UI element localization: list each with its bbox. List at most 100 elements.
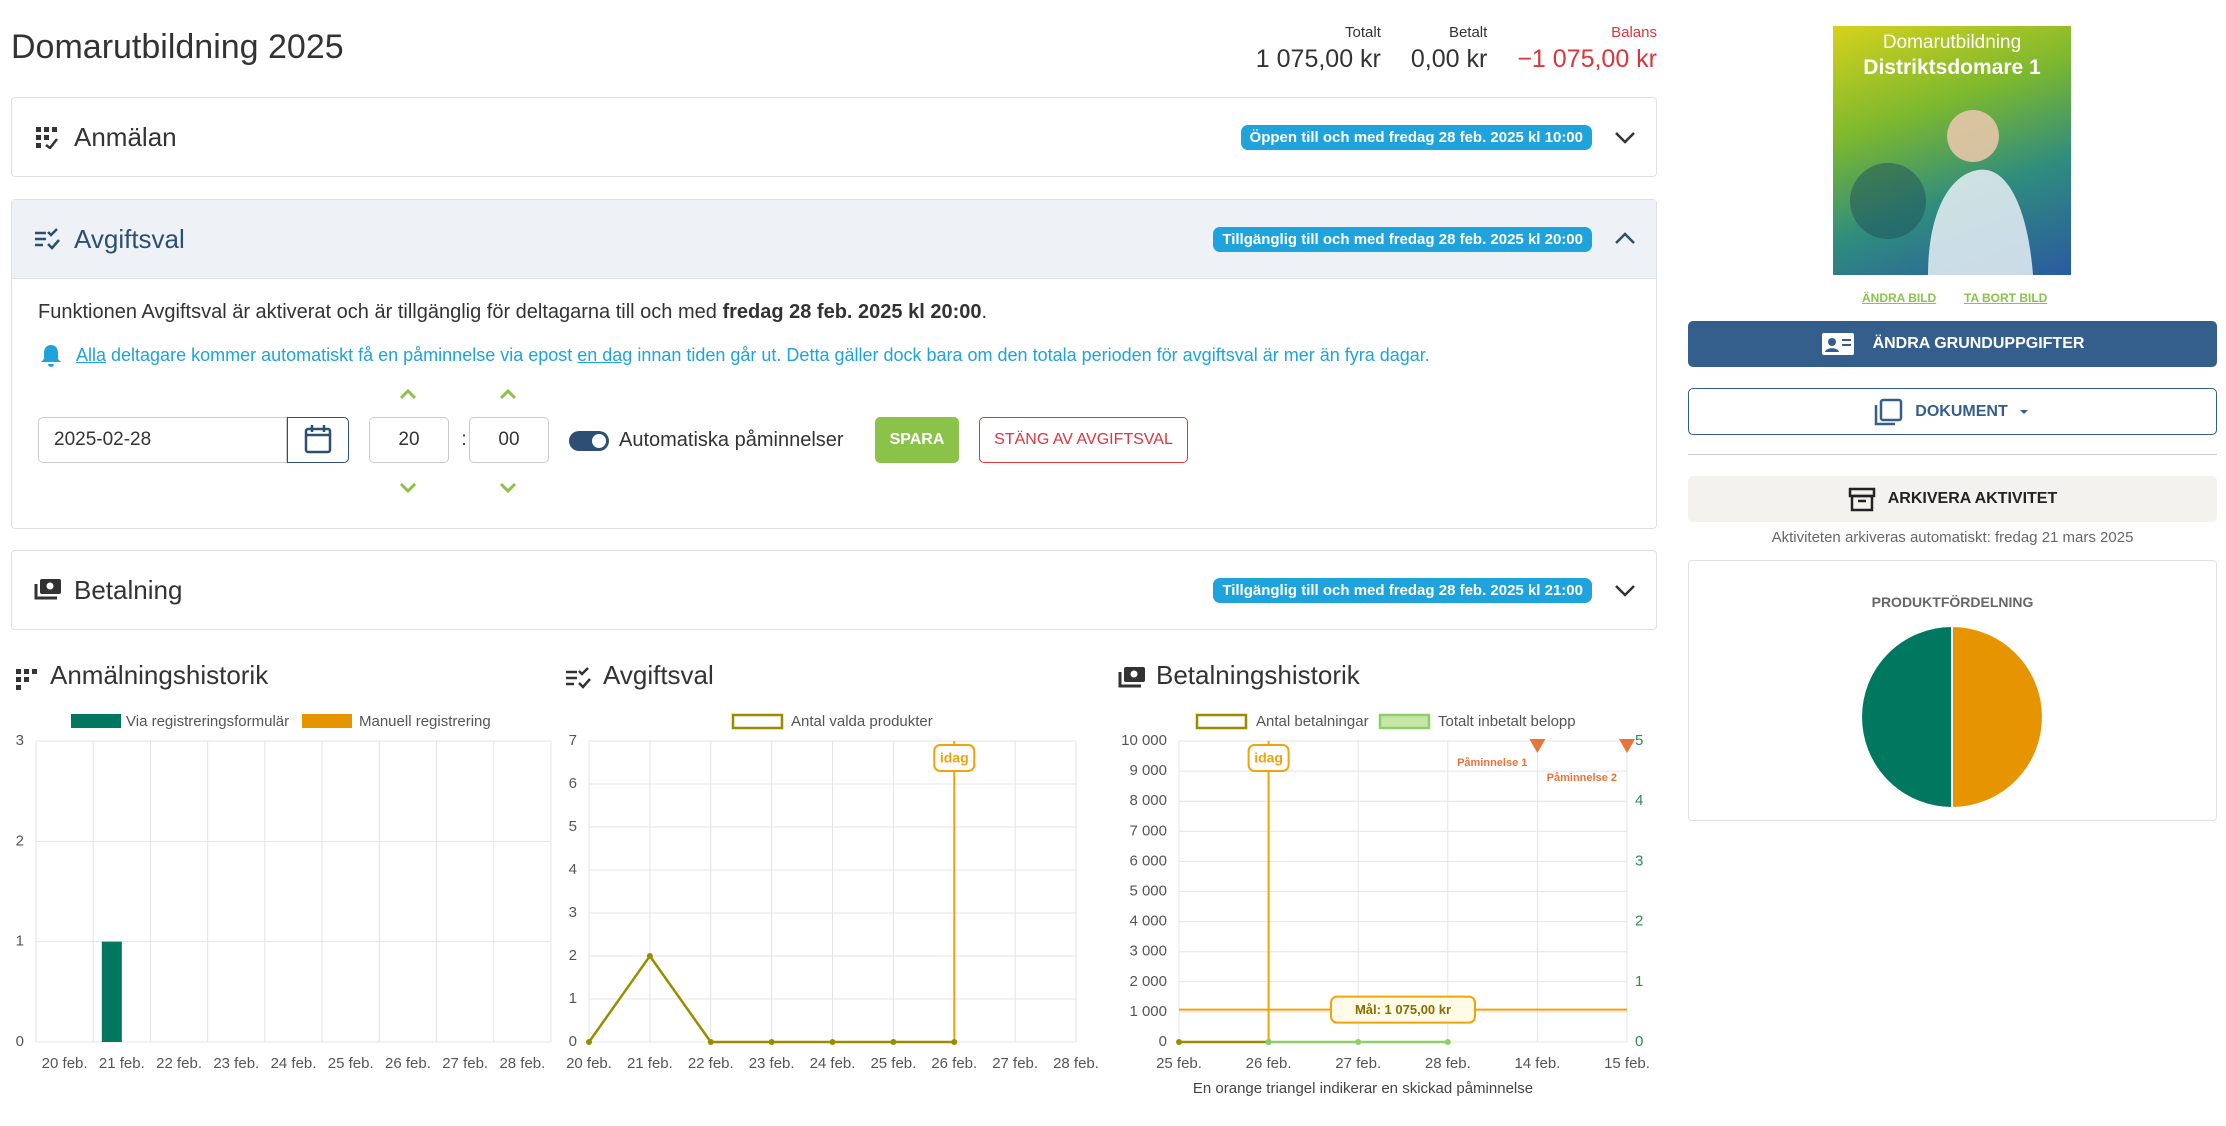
y-tick-label: 6 xyxy=(569,775,577,792)
hour-input[interactable]: 20 xyxy=(369,417,449,463)
x-tick-label: 26 feb. xyxy=(931,1055,977,1072)
chevron[interactable] xyxy=(1614,579,1636,601)
legend-label: Antal valda produkter xyxy=(791,713,933,730)
label: ARKIVERA AKTIVITET xyxy=(1887,490,2058,507)
minute-input[interactable]: 00 xyxy=(469,417,549,463)
remove-image-link[interactable]: TA BORT BILD xyxy=(1964,291,2048,305)
reminder-label: Påminnelse 1 xyxy=(1457,757,1527,769)
label: DOKUMENT xyxy=(1915,402,2008,420)
legend-swatch xyxy=(302,714,352,728)
text: . xyxy=(981,301,988,323)
chevron[interactable] xyxy=(1614,228,1636,250)
label: Balans xyxy=(1611,24,1657,41)
toggle-label: Automatiska påminnelser xyxy=(619,429,844,451)
y2-tick-label: 5 xyxy=(1635,732,1643,749)
x-tick-label: 24 feb. xyxy=(810,1055,856,1072)
y-tick-label: 6 000 xyxy=(1129,852,1167,869)
section: Betalning Tillgänglig till och med freda… xyxy=(11,550,1657,630)
save-button[interactable]: SPARA xyxy=(875,417,959,463)
x-tick-label: 27 feb. xyxy=(992,1055,1038,1072)
x-tick-label: 24 feb. xyxy=(271,1055,317,1072)
reminder-triangle xyxy=(1529,739,1546,753)
disable-button[interactable]: STÄNG AV AVGIFTSVAL xyxy=(979,417,1188,463)
y-tick-label: 4 000 xyxy=(1129,913,1167,930)
today-label: idag xyxy=(1254,750,1283,766)
legend-swatch xyxy=(1378,713,1431,730)
value: 1 075,00 kr xyxy=(1255,45,1381,73)
y-tick-label: 7 000 xyxy=(1129,822,1167,839)
icon xyxy=(35,228,60,250)
chart-title: Avgiftsval xyxy=(603,660,714,690)
y-tick-label: 2 000 xyxy=(1129,973,1167,990)
x-tick-label: 27 feb. xyxy=(442,1055,488,1072)
x-tick-label: 28 feb. xyxy=(1053,1055,1099,1072)
documents-button[interactable]: DOKUMENT xyxy=(1688,388,2217,435)
calendar-button[interactable] xyxy=(287,417,349,463)
section-title: Anmälan xyxy=(74,122,177,152)
y-tick-label: 1 xyxy=(569,990,577,1007)
link[interactable]: en dag xyxy=(577,344,633,365)
x-tick-label: 27 feb. xyxy=(1335,1055,1381,1072)
point xyxy=(1355,1039,1362,1045)
badge: Tillgänglig till och med fredag 28 feb. … xyxy=(1213,227,1592,252)
legend-label: Manuell registrering xyxy=(359,713,491,730)
point xyxy=(1176,1039,1182,1045)
y-tick-label: 3 xyxy=(16,732,24,749)
icon xyxy=(1821,333,1854,355)
y-tick-label: 2 xyxy=(569,947,577,964)
section-header[interactable]: Avgiftsval Tillgänglig till och med fred… xyxy=(12,200,1656,279)
today-label: idag xyxy=(940,750,969,766)
edit-button[interactable]: ÄNDRA GRUNDUPPGIFTER xyxy=(1688,321,2217,367)
y2-tick-label: 2 xyxy=(1635,913,1643,930)
section-header[interactable]: Anmälan Öppen till och med fredag 28 feb… xyxy=(12,98,1656,176)
label: Betalt xyxy=(1448,24,1488,41)
x-tick-label: 22 feb. xyxy=(688,1055,734,1072)
archive-button[interactable]: ARKIVERA AKTIVITET xyxy=(1688,476,2217,522)
point xyxy=(646,953,653,959)
bell-icon xyxy=(41,345,61,367)
time-arrows[interactable] xyxy=(369,384,569,494)
x-tick-label: 14 feb. xyxy=(1514,1055,1560,1072)
point xyxy=(1444,1039,1451,1045)
text: innan tiden går ut. Detta gäller dock ba… xyxy=(632,344,1430,365)
section-header[interactable]: Betalning Tillgänglig till och med freda… xyxy=(12,551,1656,629)
x-tick-label: 23 feb. xyxy=(213,1055,259,1072)
link[interactable]: Alla xyxy=(76,344,107,365)
reminder-text: Alla deltagare kommer automatiskt få en … xyxy=(38,343,1430,367)
y2-tick-label: 1 xyxy=(1635,973,1643,990)
y-tick-label: 5 000 xyxy=(1129,882,1167,899)
change-image-link[interactable]: ÄNDRA BILD xyxy=(1862,291,1937,305)
y-tick-label: 3 000 xyxy=(1129,943,1167,960)
toggle[interactable] xyxy=(568,430,610,452)
text: deltagare kommer automatiskt få en påmin… xyxy=(106,344,578,365)
chart-title: Anmälningshistorik xyxy=(50,660,269,690)
legend-swatch xyxy=(71,714,121,728)
x-tick-label: 15 feb. xyxy=(1604,1055,1650,1072)
y-tick-label: 1 xyxy=(16,933,24,950)
today-label-box xyxy=(933,744,976,772)
icon xyxy=(36,127,58,149)
date-input[interactable]: 2025-02-28 xyxy=(38,417,287,463)
pie-slice xyxy=(1860,624,1953,810)
point xyxy=(1265,1039,1272,1045)
today-label-box xyxy=(1247,744,1290,772)
reminder-label: Påminnelse 2 xyxy=(1547,772,1617,784)
x-tick-label: 26 feb. xyxy=(1246,1055,1292,1072)
chevron[interactable] xyxy=(1614,126,1636,148)
y-tick-label: 0 xyxy=(16,1033,24,1050)
y2-tick-label: 3 xyxy=(1635,852,1643,869)
pie-title: PRODUKTFÖRDELNING xyxy=(1871,594,2034,610)
y-tick-label: 3 xyxy=(569,904,577,921)
charts: Anmälningshistorik 0 1 2 3 20 feb. 21 feb. 22 f… xyxy=(16,660,1650,1097)
totals: Totalt 1 075,00 kr Betalt 0,00 kr Balans −1… xyxy=(1256,24,1657,74)
y-tick-label: 10 000 xyxy=(1121,732,1167,749)
legend-label: Antal betalningar xyxy=(1256,713,1369,730)
icon xyxy=(1118,667,1145,688)
section-title: Betalning xyxy=(74,575,183,605)
y-tick-label: 4 xyxy=(569,861,577,878)
x-tick-label: 25 feb. xyxy=(328,1055,374,1072)
y-tick-label: 9 000 xyxy=(1129,762,1167,779)
x-tick-label: 21 feb. xyxy=(627,1055,673,1072)
image-text: Distriktsdomare 1 xyxy=(1863,56,2041,79)
